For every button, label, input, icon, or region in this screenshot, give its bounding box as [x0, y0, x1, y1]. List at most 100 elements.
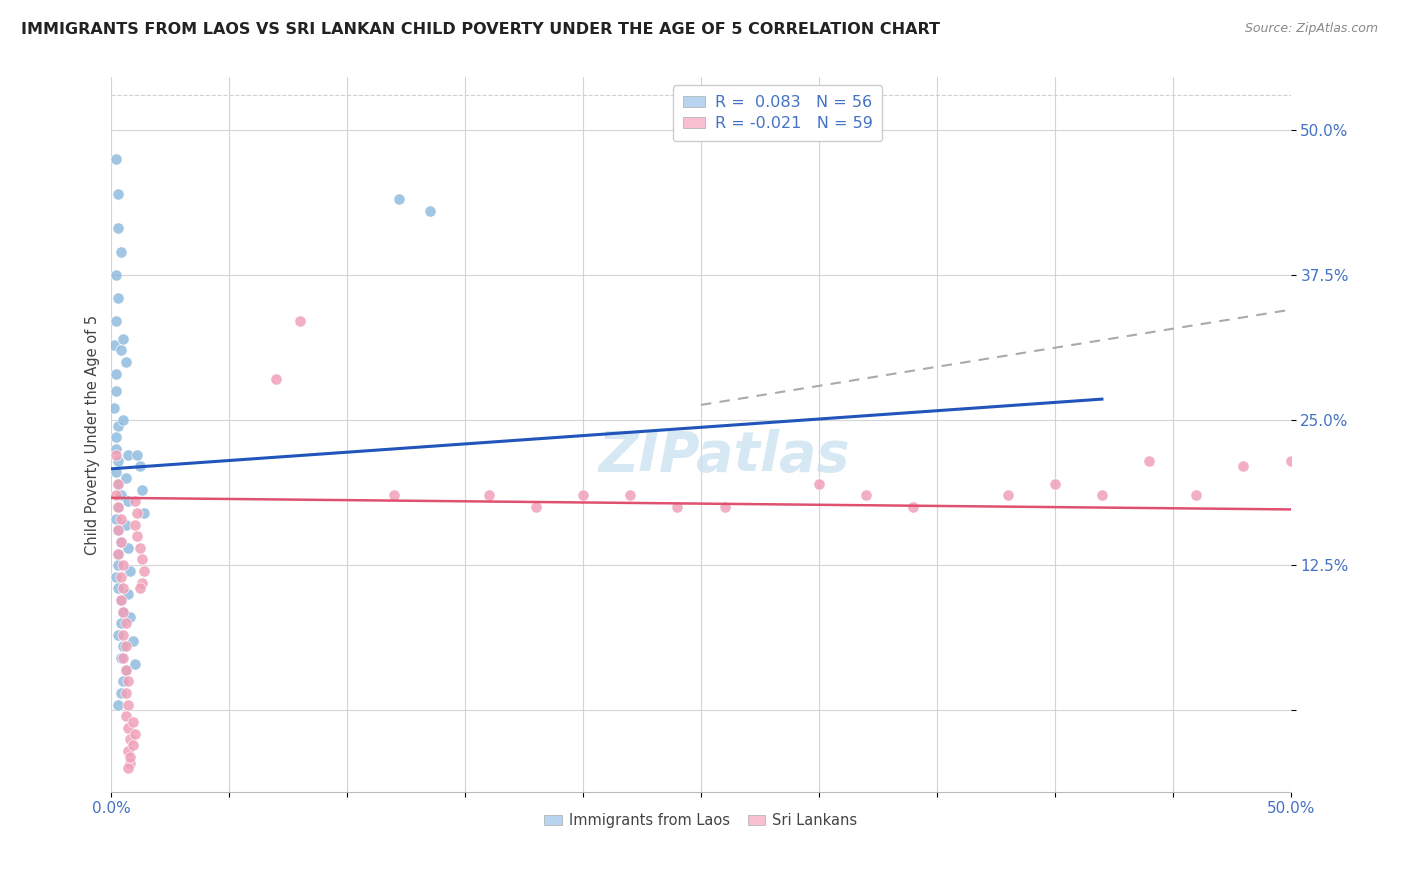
- Point: [114, 517, 136, 532]
- Point: [117, 541, 139, 555]
- Point: [117, 448, 139, 462]
- Point: [124, 494, 146, 508]
- Point: [114, 616, 136, 631]
- Point: [124, 657, 146, 671]
- Point: [110, 616, 132, 631]
- Point: [112, 674, 135, 689]
- Text: IMMIGRANTS FROM LAOS VS SRI LANKAN CHILD POVERTY UNDER THE AGE OF 5 CORRELATION : IMMIGRANTS FROM LAOS VS SRI LANKAN CHILD…: [21, 22, 941, 37]
- Point: [117, 761, 139, 775]
- Point: [114, 640, 136, 654]
- Point: [105, 384, 128, 398]
- Point: [110, 570, 132, 584]
- Point: [107, 476, 129, 491]
- Point: [117, 698, 139, 712]
- Point: [1279, 453, 1302, 467]
- Point: [107, 582, 129, 596]
- Text: Source: ZipAtlas.com: Source: ZipAtlas.com: [1244, 22, 1378, 36]
- Point: [524, 500, 547, 515]
- Point: [120, 610, 142, 624]
- Point: [128, 541, 150, 555]
- Point: [124, 517, 146, 532]
- Point: [112, 605, 135, 619]
- Legend: Immigrants from Laos, Sri Lankans: Immigrants from Laos, Sri Lankans: [538, 807, 863, 834]
- Point: [855, 488, 877, 502]
- Point: [1185, 488, 1208, 502]
- Text: ZIPatlas: ZIPatlas: [599, 429, 851, 483]
- Point: [666, 500, 689, 515]
- Point: [110, 651, 132, 665]
- Point: [131, 575, 153, 590]
- Point: [131, 483, 153, 497]
- Point: [110, 535, 132, 549]
- Point: [110, 244, 132, 259]
- Point: [105, 367, 128, 381]
- Point: [131, 552, 153, 566]
- Point: [107, 500, 129, 515]
- Point: [572, 488, 595, 502]
- Point: [107, 698, 129, 712]
- Point: [619, 488, 641, 502]
- Point: [107, 524, 129, 538]
- Point: [120, 756, 142, 770]
- Point: [112, 605, 135, 619]
- Point: [107, 291, 129, 305]
- Point: [110, 686, 132, 700]
- Point: [117, 674, 139, 689]
- Point: [121, 633, 143, 648]
- Point: [105, 488, 128, 502]
- Point: [110, 343, 132, 358]
- Point: [112, 558, 135, 573]
- Point: [120, 732, 142, 747]
- Point: [128, 582, 150, 596]
- Point: [105, 448, 128, 462]
- Point: [124, 726, 146, 740]
- Point: [105, 314, 128, 328]
- Point: [134, 564, 156, 578]
- Point: [103, 401, 125, 416]
- Point: [107, 558, 129, 573]
- Point: [105, 570, 128, 584]
- Point: [107, 418, 129, 433]
- Point: [110, 488, 132, 502]
- Point: [112, 582, 135, 596]
- Point: [107, 186, 129, 201]
- Point: [388, 193, 411, 207]
- Point: [107, 500, 129, 515]
- Point: [105, 512, 128, 526]
- Point: [105, 442, 128, 456]
- Point: [114, 471, 136, 485]
- Point: [112, 413, 135, 427]
- Point: [107, 453, 129, 467]
- Point: [110, 512, 132, 526]
- Point: [713, 500, 735, 515]
- Point: [112, 628, 135, 642]
- Point: [107, 547, 129, 561]
- Point: [110, 593, 132, 607]
- Point: [105, 268, 128, 282]
- Point: [121, 738, 143, 752]
- Point: [114, 663, 136, 677]
- Point: [110, 535, 132, 549]
- Point: [105, 430, 128, 444]
- Point: [117, 721, 139, 735]
- Point: [117, 587, 139, 601]
- Point: [1232, 459, 1254, 474]
- Y-axis label: Child Poverty Under the Age of 5: Child Poverty Under the Age of 5: [86, 315, 100, 555]
- Point: [114, 663, 136, 677]
- Point: [105, 152, 128, 166]
- Point: [807, 476, 830, 491]
- Point: [127, 448, 149, 462]
- Point: [112, 332, 135, 346]
- Point: [114, 686, 136, 700]
- Point: [103, 337, 125, 351]
- Point: [1091, 488, 1114, 502]
- Point: [128, 459, 150, 474]
- Point: [384, 488, 406, 502]
- Point: [997, 488, 1019, 502]
- Point: [114, 355, 136, 369]
- Point: [112, 640, 135, 654]
- Point: [107, 524, 129, 538]
- Point: [120, 564, 142, 578]
- Point: [120, 749, 142, 764]
- Point: [112, 651, 135, 665]
